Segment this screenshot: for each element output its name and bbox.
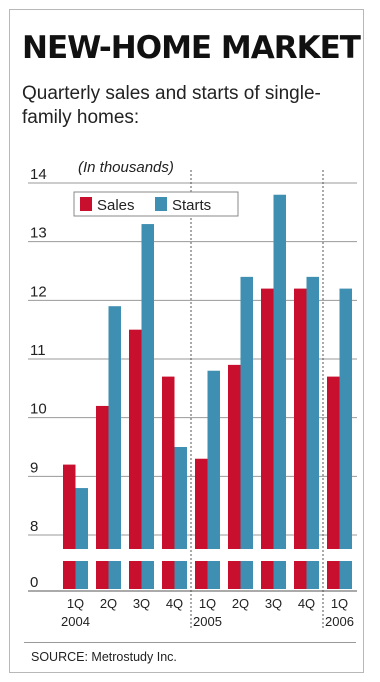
- bar-sales-base: [228, 561, 241, 589]
- bar-sales: [63, 465, 76, 549]
- bar-starts: [307, 277, 320, 549]
- bar-sales: [96, 406, 109, 549]
- bar-starts: [142, 224, 155, 549]
- bar-starts-base: [241, 561, 254, 589]
- bar-starts: [109, 306, 122, 549]
- bar-sales-base: [327, 561, 340, 589]
- y-tick-label: 11: [30, 342, 46, 359]
- axis-break-strip: [60, 549, 357, 561]
- bar-starts-base: [307, 561, 320, 589]
- x-tick-label: 4Q: [298, 596, 315, 611]
- y-tick-label: 10: [30, 401, 47, 418]
- bar-sales-base: [162, 561, 175, 589]
- y-tick-label: 9: [30, 459, 38, 476]
- bar-starts: [76, 488, 89, 549]
- bar-starts: [208, 371, 221, 549]
- bar-sales-base: [261, 561, 274, 589]
- footer-divider: [24, 642, 356, 643]
- bar-sales-base: [129, 561, 142, 589]
- bar-starts-base: [274, 561, 287, 589]
- bar-sales: [327, 377, 340, 549]
- x-tick-label: 3Q: [265, 596, 282, 611]
- x-tick-label: 1Q: [199, 596, 216, 611]
- legend-swatch-sales: [80, 197, 92, 211]
- legend-label-starts: Starts: [172, 197, 211, 214]
- bar-starts: [274, 195, 287, 549]
- bar-starts-base: [208, 561, 221, 589]
- bar-sales-base: [195, 561, 208, 589]
- y-tick-label: 13: [30, 225, 47, 242]
- x-tick-label: 1Q: [331, 596, 348, 611]
- bar-starts: [340, 289, 353, 549]
- y-tick-label: 8: [30, 518, 38, 535]
- bar-sales: [195, 459, 208, 549]
- bar-sales-base: [63, 561, 76, 589]
- x-tick-label: 2Q: [232, 596, 249, 611]
- bar-sales: [228, 365, 241, 549]
- bar-sales: [294, 289, 307, 549]
- bar-sales-base: [294, 561, 307, 589]
- y-tick-label: 12: [30, 283, 47, 300]
- bar-starts-base: [109, 561, 122, 589]
- y-tick-label: 14: [30, 166, 47, 183]
- bar-starts-base: [175, 561, 188, 589]
- x-tick-label: 4Q: [166, 596, 183, 611]
- y-tick-label: 0: [30, 574, 38, 591]
- x-tick-label: 3Q: [133, 596, 150, 611]
- bar-starts: [175, 447, 188, 549]
- year-label: 2004: [61, 614, 90, 629]
- source-note: SOURCE: Metrostudy Inc.: [31, 650, 177, 664]
- bar-sales: [261, 289, 274, 549]
- bar-starts-base: [142, 561, 155, 589]
- unit-label: (In thousands): [78, 159, 174, 176]
- x-tick-label: 2Q: [100, 596, 117, 611]
- bar-starts-base: [76, 561, 89, 589]
- legend-swatch-starts: [155, 197, 167, 211]
- bar-sales-base: [96, 561, 109, 589]
- year-label: 2005: [193, 614, 222, 629]
- bar-starts-base: [340, 561, 353, 589]
- legend-label-sales: Sales: [97, 197, 135, 214]
- bar-starts: [241, 277, 254, 549]
- bar-sales: [162, 377, 175, 549]
- bar-sales: [129, 330, 142, 549]
- x-tick-label: 1Q: [67, 596, 84, 611]
- year-label: 2006: [325, 614, 354, 629]
